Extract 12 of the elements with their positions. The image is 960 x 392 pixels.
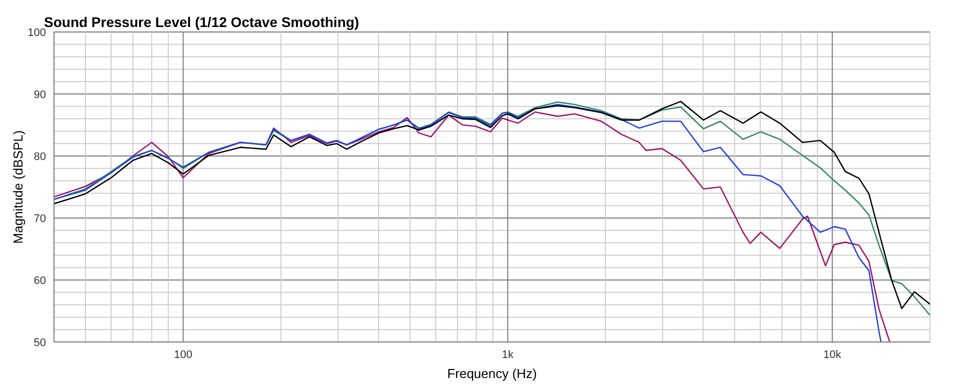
y-tick-label: 70 bbox=[34, 212, 46, 225]
x-axis-title: Frequency (Hz) bbox=[447, 366, 537, 381]
chart-title: Sound Pressure Level (1/12 Octave Smoothing) bbox=[44, 14, 360, 30]
x-tick-label: 1k bbox=[502, 348, 514, 361]
x-tick-label: 10k bbox=[823, 348, 842, 361]
x-tick-label: 100 bbox=[174, 348, 192, 361]
y-axis-title: Magnitude (dBSPL) bbox=[10, 130, 26, 244]
y-tick-label: 60 bbox=[34, 274, 46, 287]
y-tick-label: 100 bbox=[28, 26, 46, 39]
y-tick-label: 90 bbox=[34, 88, 46, 101]
y-tick-label: 80 bbox=[34, 150, 46, 163]
y-tick-label: 50 bbox=[34, 336, 46, 349]
